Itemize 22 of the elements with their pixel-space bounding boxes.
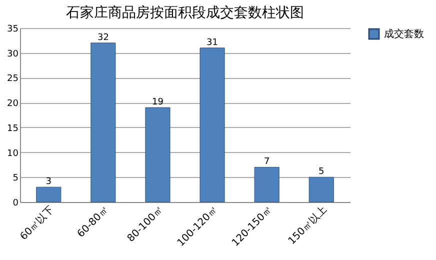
y-tick-label: 10 — [7, 148, 19, 159]
chart-title: 石家庄商品房按面积段成交套数柱状图 — [66, 5, 304, 21]
data-label: 31 — [206, 38, 218, 48]
y-tick-label: 0 — [12, 198, 19, 208]
y-tick-label: 25 — [7, 74, 18, 84]
bar — [90, 42, 116, 202]
y-tick-label: 15 — [7, 124, 18, 134]
bar — [308, 176, 334, 202]
legend-label: 成交套数 — [384, 28, 424, 40]
data-label: 19 — [152, 98, 164, 108]
y-tick-label: 20 — [7, 99, 19, 110]
bar — [200, 48, 225, 202]
bar — [254, 166, 280, 202]
y-tick-label: 5 — [12, 174, 18, 184]
bar — [145, 107, 170, 202]
bar — [36, 186, 62, 202]
data-label: 5 — [318, 167, 324, 178]
data-label: 32 — [97, 32, 109, 43]
data-label: 3 — [46, 177, 52, 188]
data-label: 7 — [264, 157, 270, 168]
y-tick-label: 35 — [7, 24, 18, 34]
y-tick-label: 30 — [7, 49, 19, 60]
